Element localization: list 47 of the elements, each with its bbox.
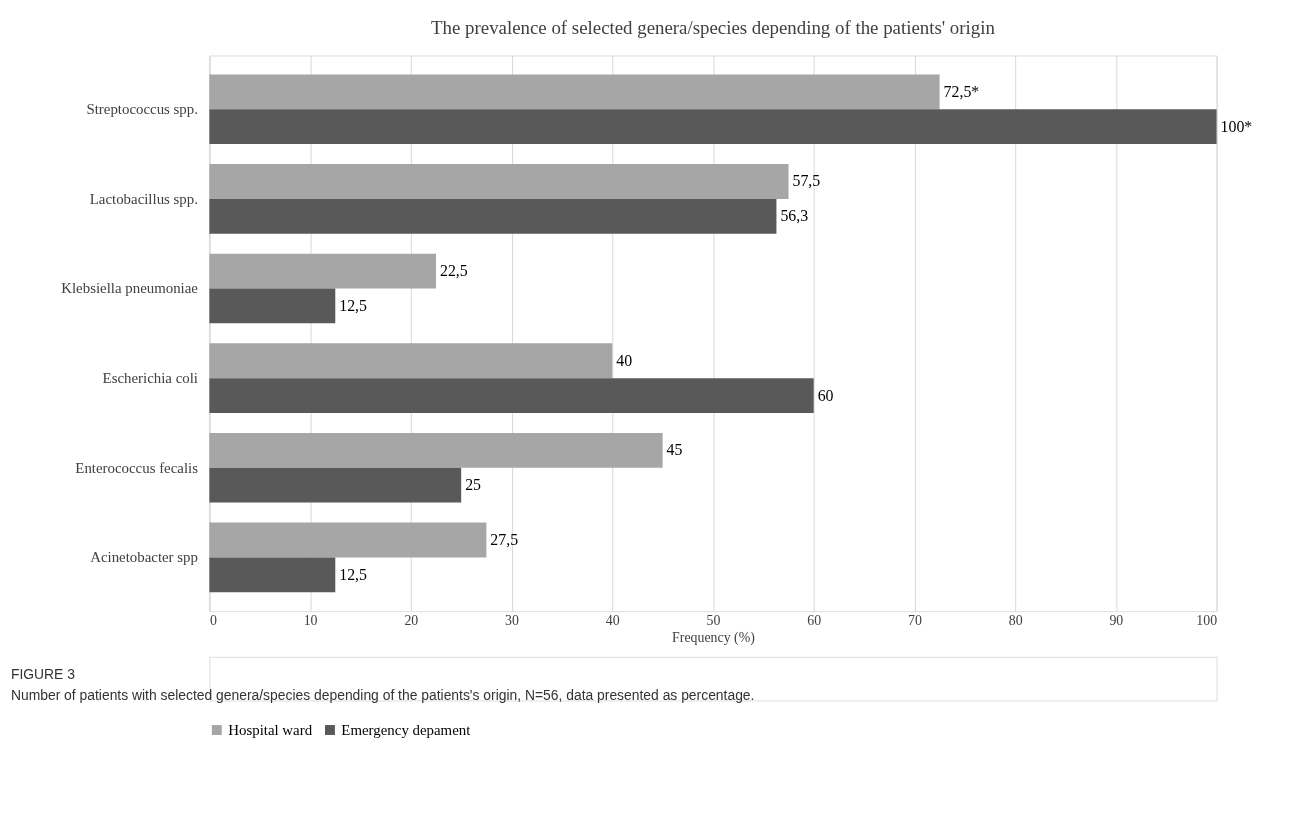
bar	[209, 253, 436, 289]
text: Number of patients with selected genera/species depending of the patients's origin, N=56, data presented as percentage.	[10, 687, 755, 704]
data-label: 72,5*	[943, 82, 980, 100]
bar	[209, 288, 336, 324]
data-label: 57,5	[792, 172, 821, 190]
x-tick-label: 40	[605, 612, 620, 628]
bar	[209, 557, 336, 593]
data-label: 45	[666, 441, 683, 459]
bar	[209, 343, 613, 379]
y-tick-label: Acinetobacter spp	[90, 549, 198, 566]
bar	[209, 432, 663, 468]
bar	[209, 467, 462, 503]
x-tick-label: 50	[706, 612, 721, 628]
data-label: 100*	[1220, 117, 1253, 135]
x-tick-label: 30	[505, 612, 520, 628]
chart-title: The prevalence of selected genera/species depending of the patients' origin	[431, 16, 996, 38]
x-tick-label: 100	[1196, 612, 1218, 628]
x-tick-label: 70	[907, 612, 922, 628]
bar	[209, 522, 487, 558]
y-tick-label: Enterococcus fecalis	[75, 459, 199, 476]
data-label: 56,3	[780, 207, 809, 225]
data-label: 12,5	[339, 296, 368, 314]
data-label: 12,5	[339, 565, 368, 583]
data-label: 22,5	[439, 262, 468, 280]
x-tick-label: 60	[807, 612, 822, 628]
y-tick-label: Escherichia coli	[102, 370, 198, 387]
data-label: 27,5	[490, 530, 519, 548]
data-label: 40	[616, 351, 633, 369]
data-label: 25	[465, 476, 482, 494]
legend-label: Hospital ward	[228, 721, 313, 738]
bar	[209, 378, 814, 413]
x-tick-label: 80	[1008, 612, 1023, 628]
y-tick-label: Lactobacillus spp.	[89, 190, 198, 207]
x-tick-label: 10	[303, 612, 318, 628]
bar	[209, 74, 940, 110]
bar	[209, 109, 1217, 145]
bar	[209, 164, 789, 199]
legend-label: Emergency depament	[341, 721, 472, 738]
x-tick-label: 90	[1109, 612, 1124, 628]
caption: FIGURE 3	[10, 665, 76, 682]
x-tick-label: 20	[404, 612, 419, 628]
x-tick-label: 0	[209, 612, 217, 628]
bar	[209, 198, 777, 234]
y-tick-label: Streptococcus spp.	[86, 101, 198, 118]
x-axis-title: Frequency (%)	[672, 630, 756, 647]
y-tick-label: Klebsiella pneumoniae	[61, 280, 199, 297]
data-label: 60	[817, 386, 834, 404]
